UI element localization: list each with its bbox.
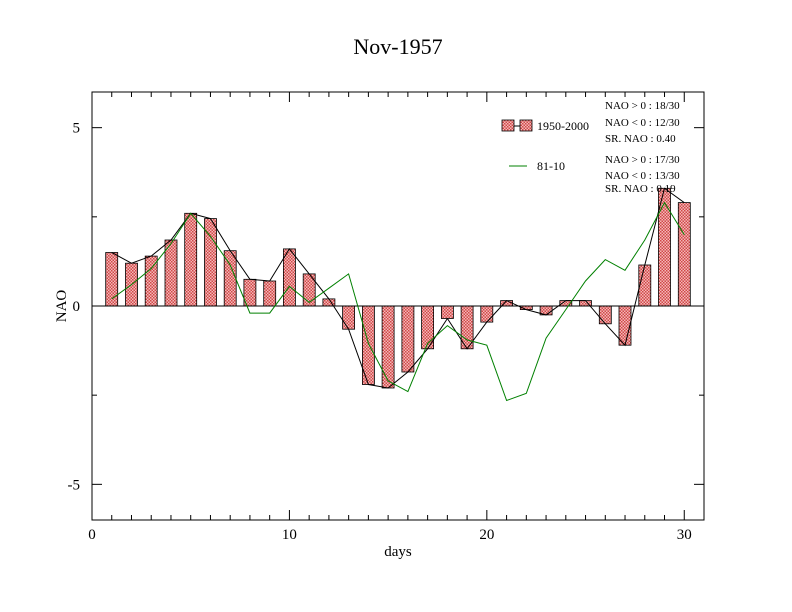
legend-label-1950-2000: 1950-2000 bbox=[537, 119, 589, 133]
stat-line: SR. NAO : 0.19 bbox=[605, 183, 676, 195]
bar bbox=[440, 305, 454, 319]
bar bbox=[598, 305, 612, 325]
x-axis-label: days bbox=[384, 544, 412, 560]
bar bbox=[342, 305, 356, 330]
y-axis-label: NAO bbox=[54, 290, 70, 323]
bar-series-1950-2000 bbox=[105, 187, 691, 389]
bar bbox=[184, 212, 198, 307]
bar bbox=[105, 252, 119, 307]
bar bbox=[677, 202, 691, 307]
legend-label-81-10: 81-10 bbox=[537, 159, 565, 173]
x-tick-label: 30 bbox=[677, 527, 692, 543]
stat-line: NAO > 0 : 18/30 bbox=[605, 100, 680, 112]
chart-title: Nov-1957 bbox=[353, 34, 442, 59]
bar bbox=[618, 305, 632, 346]
legend: 1950-2000 81-10 bbox=[501, 119, 589, 173]
legend-bar-swatch-left bbox=[501, 119, 515, 132]
stats-81-10: NAO > 0 : 17/30 NAO < 0 : 13/30 SR. NAO … bbox=[605, 154, 680, 195]
x-tick-label: 20 bbox=[479, 527, 494, 543]
stat-line: SR. NAO : 0.40 bbox=[605, 133, 676, 145]
bar bbox=[381, 305, 395, 389]
bar bbox=[401, 305, 415, 373]
x-axis-ticks: 0 10 20 30 bbox=[88, 92, 705, 543]
bar bbox=[480, 305, 494, 323]
line-1950-2000 bbox=[111, 187, 685, 389]
stats-1950-2000: NAO > 0 : 18/30 NAO < 0 : 12/30 SR. NAO … bbox=[605, 100, 680, 145]
bar bbox=[638, 264, 652, 307]
stat-line: NAO > 0 : 17/30 bbox=[605, 154, 680, 166]
y-tick-label: 5 bbox=[73, 121, 81, 137]
y-axis-ticks: -5 0 5 bbox=[68, 121, 704, 493]
legend-bar-swatch-right bbox=[519, 119, 533, 132]
bar bbox=[263, 280, 277, 307]
stat-line: NAO < 0 : 13/30 bbox=[605, 170, 680, 182]
y-tick-label: -5 bbox=[68, 477, 81, 493]
y-tick-label: 0 bbox=[73, 299, 81, 315]
line-81-10 bbox=[111, 201, 685, 402]
bar bbox=[282, 248, 296, 307]
x-tick-label: 0 bbox=[88, 527, 96, 543]
bar bbox=[164, 239, 178, 307]
x-tick-label: 10 bbox=[282, 527, 297, 543]
stat-line: NAO < 0 : 12/30 bbox=[605, 117, 680, 129]
